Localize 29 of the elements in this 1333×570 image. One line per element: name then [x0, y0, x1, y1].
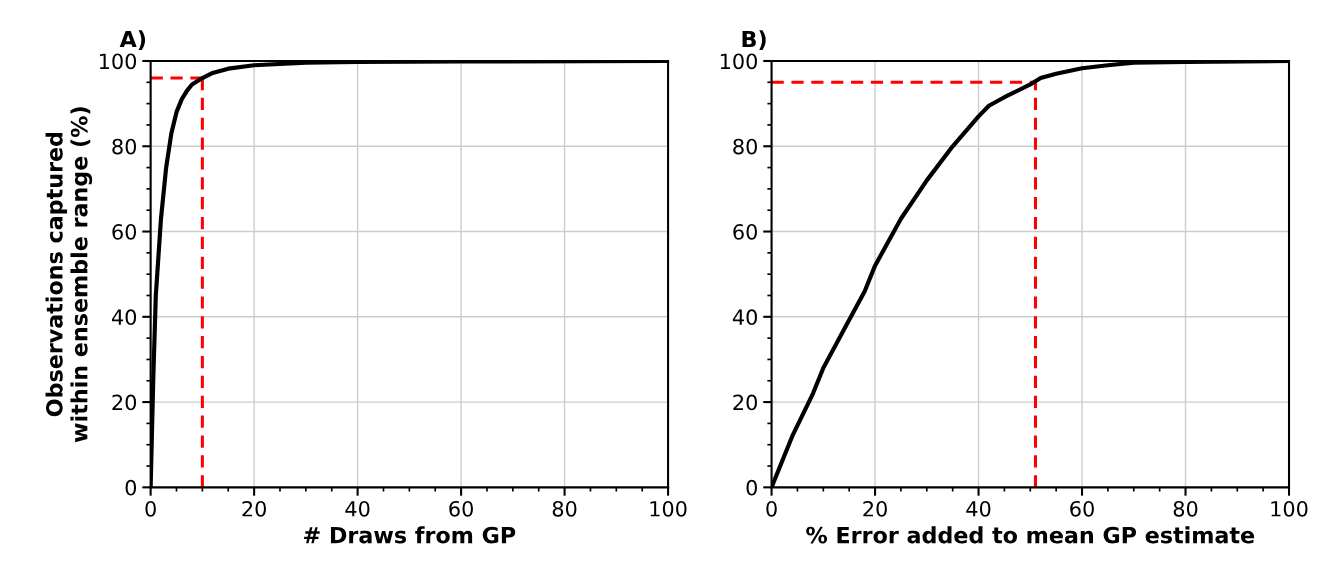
y-tick-label: 80: [733, 138, 757, 155]
y-tick-label: 20: [112, 394, 137, 411]
x-tick-label: 80: [1173, 500, 1198, 517]
x-tick-label: 60: [449, 500, 473, 517]
x-axis-title: # Draws from GP: [304, 526, 516, 544]
chart-title: A): [119, 30, 146, 51]
x-tick-label: 80: [552, 500, 577, 517]
chart-title: B): [742, 30, 766, 51]
y-tick-label: 0: [746, 479, 757, 496]
y-tick-label: 0: [125, 479, 137, 496]
y-axis-title: Observations captured within ensemble range (%): [45, 107, 93, 443]
x-tick-label: 0: [145, 500, 156, 517]
x-axis-title: % Error added to mean GP estimate: [806, 526, 1255, 544]
x-tick-label: 40: [345, 500, 370, 517]
y-tick-label: 20: [733, 394, 757, 411]
y-tick-label: 80: [112, 138, 137, 155]
x-tick-label: 0: [766, 500, 777, 517]
y-tick-label: 100: [99, 53, 137, 70]
x-tick-label: 20: [242, 500, 266, 517]
x-tick-label: 20: [863, 500, 887, 517]
y-tick-label: 60: [112, 223, 137, 240]
x-tick-label: 60: [1070, 500, 1094, 517]
x-tick-label: 40: [966, 500, 991, 517]
y-tick-label: 40: [732, 309, 757, 326]
y-tick-label: 100: [720, 53, 757, 70]
y-tick-label: 60: [733, 223, 757, 240]
x-tick-label: 100: [1271, 500, 1308, 517]
y-tick-label: 40: [111, 309, 137, 326]
x-tick-label: 100: [650, 500, 687, 517]
